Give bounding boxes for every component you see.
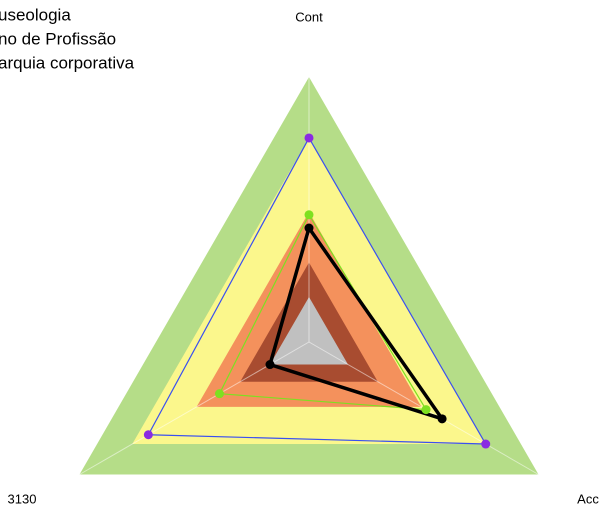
series-point (421, 405, 431, 415)
series-point (481, 439, 491, 449)
series-point (265, 360, 275, 370)
series-line (268, 226, 444, 421)
axis-label: 3130 (8, 491, 37, 506)
series-point (437, 414, 447, 424)
series-point (143, 430, 153, 440)
series-line (147, 137, 487, 445)
series-point (304, 223, 314, 233)
axis-label: Cont (295, 9, 323, 24)
legend-label: useologia (0, 5, 71, 24)
legend-label: no de Profissão (0, 29, 116, 48)
series-point (304, 210, 314, 220)
axis-label: Acc (577, 491, 599, 506)
series-point (304, 133, 314, 143)
legend-label: arquia corporativa (0, 53, 135, 72)
series-point (214, 389, 224, 399)
